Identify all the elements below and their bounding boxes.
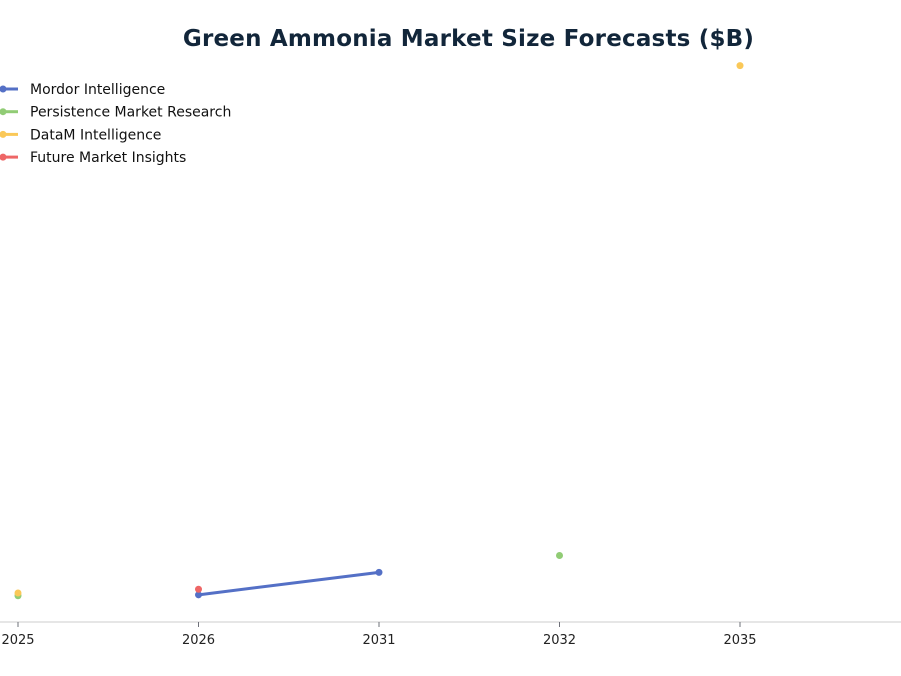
chart-legend[interactable]: Mordor Intelligence Persistence Market Re… <box>0 82 231 166</box>
series-group <box>14 62 744 597</box>
series-group <box>195 585 202 593</box>
legend-item[interactable]: Mordor Intelligence <box>0 82 165 98</box>
legend-swatch-dot <box>0 108 7 116</box>
data-point[interactable] <box>556 551 563 559</box>
legend-item[interactable]: Persistence Market Research <box>0 105 231 121</box>
chart-title: Green Ammonia Market Size Forecasts ($B) <box>182 26 755 52</box>
x-tick-label: 2032 <box>543 633 576 648</box>
x-tick-label: 2026 <box>182 633 215 648</box>
legend-swatch-dot <box>0 85 7 93</box>
legend-swatch-dot <box>0 130 7 138</box>
series-line <box>197 570 381 597</box>
legend-label: Future Market Insights <box>30 150 186 166</box>
legend-label: DataM Intelligence <box>30 127 161 143</box>
legend-item[interactable]: Future Market Insights <box>0 150 186 166</box>
data-point[interactable] <box>736 62 744 70</box>
x-tick-label: 2025 <box>1 633 34 648</box>
data-point[interactable] <box>14 589 22 597</box>
x-axis-ticks: 2025 2026 2031 2032 2035 <box>1 622 757 648</box>
data-point[interactable] <box>195 585 202 593</box>
x-tick-label: 2035 <box>723 633 756 648</box>
legend-label: Mordor Intelligence <box>30 82 165 98</box>
data-point[interactable] <box>195 591 202 599</box>
series-group <box>195 568 383 599</box>
data-point[interactable] <box>375 568 383 576</box>
series-group <box>14 551 563 600</box>
x-tick-label: 2031 <box>362 633 395 648</box>
series-layer <box>14 62 744 600</box>
legend-item[interactable]: DataM Intelligence <box>0 127 161 143</box>
legend-swatch-dot <box>0 153 7 161</box>
legend-label: Persistence Market Research <box>30 105 231 121</box>
